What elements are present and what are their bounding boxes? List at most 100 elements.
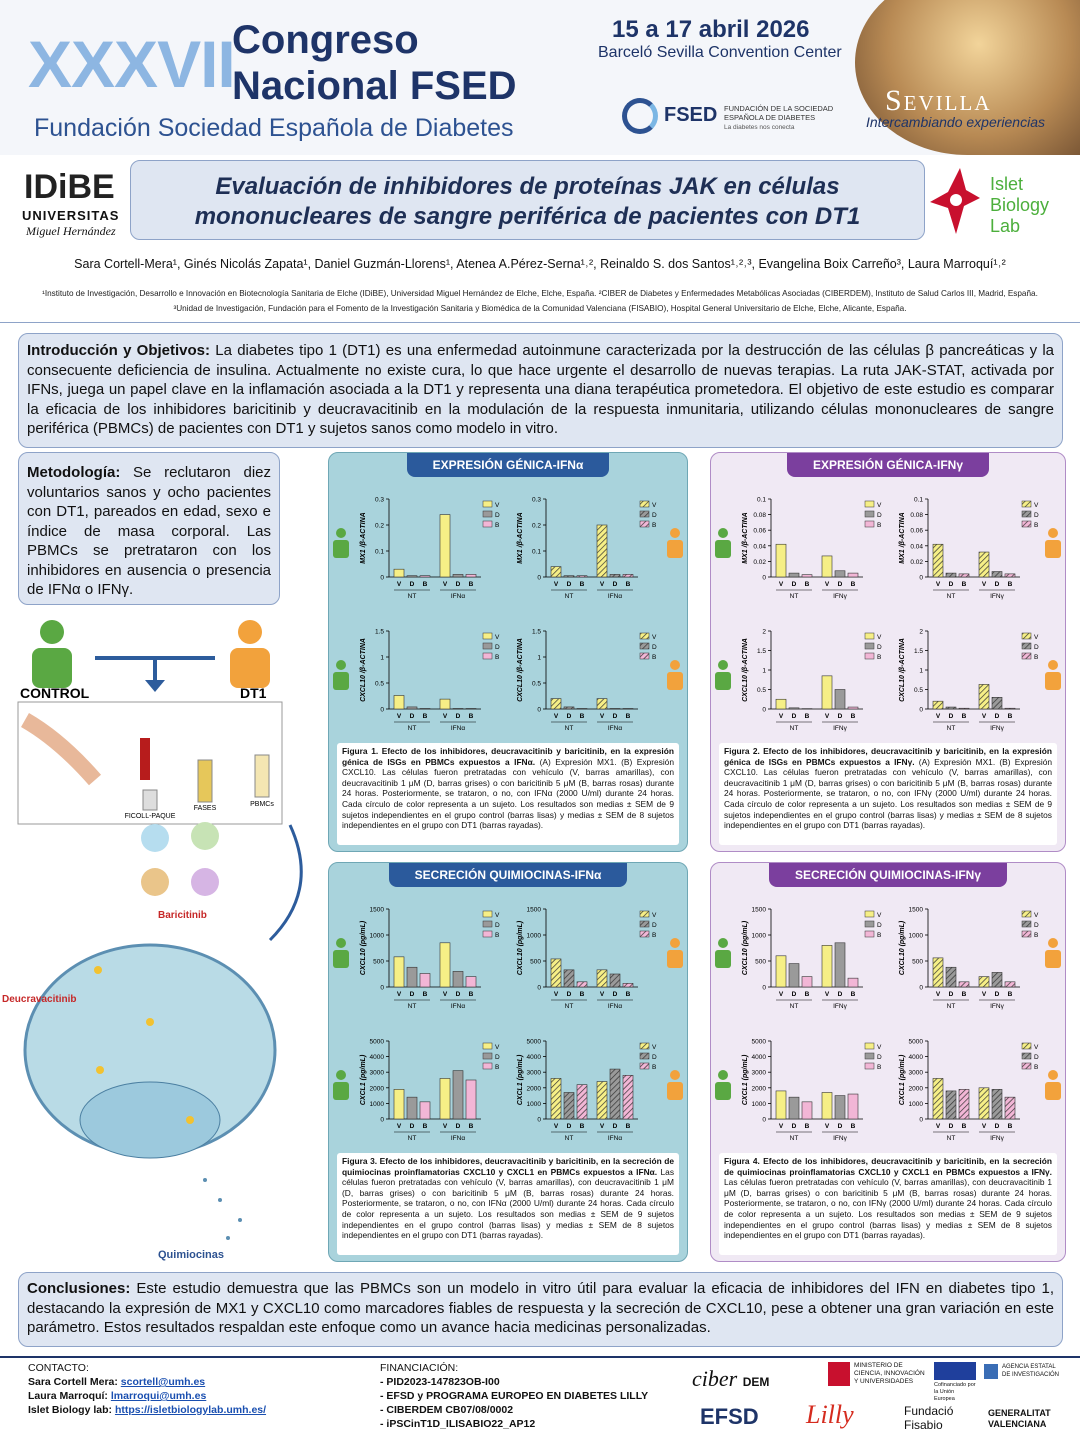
legend-label: V [1034, 634, 1039, 641]
bar [465, 574, 477, 578]
x-tick-label: B [1008, 581, 1013, 588]
y-tick-label: 0.08 [910, 512, 923, 519]
bar [834, 689, 846, 710]
x-tick-label: B [626, 991, 631, 998]
x-tick-label: D [792, 581, 797, 588]
legend-swatch [1021, 652, 1032, 660]
x-tick-label: V [779, 581, 784, 588]
person-control [32, 620, 72, 688]
legend-swatch [482, 930, 493, 938]
x-tick-label: B [851, 991, 856, 998]
contact-link[interactable]: lmarroqui@umh.es [110, 1390, 207, 1402]
funding-item: - CIBERDEM CB07/08/0002 [380, 1404, 514, 1416]
x-tick-label: V [982, 713, 987, 720]
y-tick-label: 5000 [752, 1039, 767, 1046]
group-label: NT [790, 1003, 799, 1010]
bar [550, 566, 562, 578]
x-tick-label: D [456, 1123, 461, 1130]
fundacion: Fundación Sociedad Española de Diabetes [34, 114, 514, 142]
y-tick-label: 3000 [752, 1070, 767, 1077]
legend-swatch [864, 1052, 875, 1060]
legend-swatch [1021, 510, 1032, 518]
dates: 15 a 17 abril 2026 [612, 16, 810, 43]
legend-swatch [639, 632, 650, 640]
panel-title: EXPRESIÓN GÉNICA-IFNγ [786, 453, 990, 477]
y-tick-label: 4000 [752, 1054, 767, 1061]
sevilla-tag: Intercambiando experiencias [866, 114, 1045, 130]
x-tick-label: V [554, 713, 559, 720]
caption-title: Figura 4. Efecto de los inhibidores, deu… [724, 1156, 1052, 1177]
x-tick-label: B [962, 581, 967, 588]
legend-swatch [1021, 642, 1032, 650]
bar [563, 1092, 575, 1120]
bar [550, 698, 562, 710]
y-tick-label: 0 [537, 575, 541, 582]
y-tick-label: 0.06 [753, 528, 766, 535]
legend-swatch [639, 930, 650, 938]
x-tick-label: V [443, 581, 448, 588]
bar [945, 706, 957, 710]
person-body [1045, 672, 1061, 690]
panel-title: SECRECIÓN QUIMIOCINAS-IFNα [388, 863, 628, 887]
contact-name: Laura Marroquí: [28, 1390, 108, 1402]
y-tick-label: 1500 [752, 907, 767, 914]
x-tick-label: B [962, 713, 967, 720]
fsed: FSED [664, 104, 718, 126]
legend-label: D [877, 644, 882, 651]
legend-swatch [1021, 1052, 1032, 1060]
x-tick-label: D [613, 1123, 618, 1130]
person-dt1 [230, 620, 270, 688]
x-tick-label: D [838, 1123, 843, 1130]
fsed-tag: La diabetes nos conecta [724, 124, 795, 131]
legend-swatch [482, 652, 493, 660]
dot [238, 1218, 242, 1222]
dot [96, 1066, 104, 1074]
legend-swatch [864, 500, 875, 508]
fsed-logo [622, 98, 658, 134]
x-tick-label: B [1008, 991, 1013, 998]
cell [191, 868, 219, 896]
y-tick-label: 4000 [527, 1054, 542, 1061]
x-tick-label: B [962, 1123, 967, 1130]
x-tick-label: D [995, 713, 1000, 720]
y-tick-label: 3000 [370, 1070, 385, 1077]
bar [419, 1101, 431, 1120]
y-tick-label: 1.5 [914, 648, 923, 655]
bar [978, 551, 990, 578]
bar [834, 570, 846, 578]
y-tick-label: 500 [912, 959, 923, 966]
y-tick-label: 0.04 [753, 543, 766, 550]
legend-label: D [1034, 512, 1039, 519]
group-label: IFNα [608, 725, 622, 732]
caption-title: Figura 2. Efecto de los inhibidores, deu… [724, 746, 1052, 767]
x-tick-label: D [613, 581, 618, 588]
bar [576, 708, 588, 710]
x-tick-label: B [805, 581, 810, 588]
contact-link[interactable]: scortell@umh.es [120, 1376, 206, 1388]
y-axis-label: CXCL10 /β-ACTINA [742, 638, 749, 702]
legend-swatch [864, 642, 875, 650]
legend-label: D [877, 512, 882, 519]
bar [932, 700, 944, 710]
legend-label: D [495, 922, 500, 929]
y-tick-label: 0.5 [914, 687, 923, 694]
x-tick-label: B [626, 1123, 631, 1130]
x-tick-label: B [626, 713, 631, 720]
legend-label: B [495, 522, 499, 529]
bar [452, 574, 464, 578]
group-label: IFNα [608, 593, 622, 600]
y-tick-label: 0 [380, 985, 384, 992]
separator [0, 322, 1080, 323]
y-tick-label: 2000 [370, 1085, 385, 1092]
x-tick-label: B [580, 713, 585, 720]
y-tick-label: 5000 [527, 1039, 542, 1046]
bar [991, 571, 1003, 578]
x-tick-label: V [825, 713, 830, 720]
bar [991, 697, 1003, 710]
contact-link[interactable]: https://isletbiologylab.umh.es/ [114, 1404, 267, 1416]
legend-label: V [1034, 1044, 1039, 1051]
y-axis-label: MX1 /β-ACTINA [899, 512, 906, 563]
funding-item: - PID2023-147823OB-I00 [380, 1376, 500, 1388]
group-label: NT [790, 593, 799, 600]
